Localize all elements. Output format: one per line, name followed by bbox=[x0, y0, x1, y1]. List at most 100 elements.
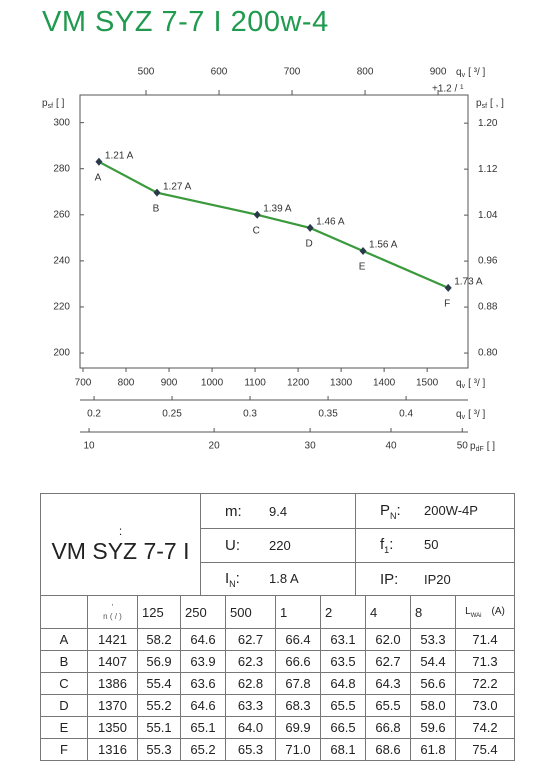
speed-header: ' n ( / ) bbox=[87, 595, 138, 629]
x-tick-label: 1400 bbox=[373, 378, 396, 389]
extra-tick-label: 0.35 bbox=[318, 409, 338, 420]
label-sub: v bbox=[462, 383, 466, 390]
extra-tick-label: 0.25 bbox=[162, 409, 182, 420]
y-tick-label: 240 bbox=[53, 256, 70, 267]
data-cell: C bbox=[40, 672, 88, 695]
data-cell: 65.3 bbox=[225, 738, 276, 761]
spec-cell: IP: IP20 bbox=[355, 562, 515, 596]
data-cell: B bbox=[40, 650, 88, 673]
curve bbox=[98, 160, 449, 289]
speed-note: ' bbox=[111, 603, 114, 612]
y-tick-label: 300 bbox=[53, 117, 70, 128]
y2-tick-label: 0.96 bbox=[478, 256, 498, 267]
data-cell: 66.6 bbox=[275, 650, 321, 673]
y2-tick-label: 0.88 bbox=[478, 302, 498, 313]
corner-cell bbox=[40, 595, 88, 629]
y-tick-label: 220 bbox=[53, 302, 70, 313]
spec-label-text: I bbox=[225, 569, 230, 587]
band-header: 250 bbox=[180, 595, 226, 629]
spec-value: 200W-4P bbox=[424, 502, 478, 518]
data-cell: 74.2 bbox=[455, 716, 515, 739]
data-cell: 71.4 bbox=[455, 628, 515, 651]
label-unit: [ ³/ ] bbox=[468, 378, 485, 389]
current-label: 1.73 A bbox=[454, 276, 483, 287]
spec-row: IN: 1.8 A IP: IP20 bbox=[41, 562, 515, 596]
data-cell: 1407 bbox=[87, 650, 138, 673]
top-tick-label: 700 bbox=[284, 67, 301, 78]
label-sub: dF bbox=[476, 446, 484, 453]
data-cell: 1370 bbox=[87, 694, 138, 717]
data-cell: 71.3 bbox=[455, 650, 515, 673]
extra-tick-label: 20 bbox=[209, 441, 221, 452]
axis-label: psf[ , ] bbox=[476, 98, 504, 111]
spec-label-text: m: bbox=[225, 502, 242, 520]
spec-label-suffix: : bbox=[235, 569, 240, 587]
data-cell: A bbox=[40, 628, 88, 651]
point bbox=[95, 157, 103, 166]
data-cell: E bbox=[40, 716, 88, 739]
extra-tick-label: 30 bbox=[305, 441, 317, 452]
point-label: A bbox=[95, 172, 102, 183]
data-cell: 64.8 bbox=[320, 672, 366, 695]
current-label: 1.21 A bbox=[105, 150, 134, 161]
label-base: p bbox=[476, 98, 482, 109]
top-tick-label: 800 bbox=[357, 67, 374, 78]
data-cell: 1350 bbox=[87, 716, 138, 739]
data-cell: 72.2 bbox=[455, 672, 515, 695]
point bbox=[253, 210, 261, 219]
data-cell: 63.9 bbox=[180, 650, 226, 673]
model-cell: : VM SYZ 7-7 I bbox=[40, 493, 201, 596]
data-cell: 55.1 bbox=[137, 716, 181, 739]
speed-unit: n ( / ) bbox=[103, 612, 122, 621]
axis-label: psf[ ] bbox=[42, 98, 65, 111]
spec-value: 50 bbox=[424, 537, 439, 552]
band-header: 500 bbox=[225, 595, 276, 629]
point-label: C bbox=[253, 225, 260, 236]
data-cell: 68.3 bbox=[275, 694, 321, 717]
point-label: B bbox=[153, 203, 160, 214]
data-cell: D bbox=[40, 694, 88, 717]
label-unit: [ ] bbox=[487, 441, 496, 452]
data-cell: 67.8 bbox=[275, 672, 321, 695]
spec-cell: U: 220 bbox=[200, 528, 356, 563]
data-cell: 61.8 bbox=[410, 738, 456, 761]
spec-label-sub: N bbox=[229, 578, 236, 589]
spec-label: PN: bbox=[380, 502, 424, 521]
spec-cell: IN: 1.8 A bbox=[200, 562, 356, 596]
band-header: 4 bbox=[365, 595, 411, 629]
spec-value: 220 bbox=[269, 538, 291, 553]
y2-tick-label: 1.12 bbox=[478, 164, 498, 175]
data-cell: 68.6 bbox=[365, 738, 411, 761]
data-cell: 65.5 bbox=[320, 694, 366, 717]
label-sub: v bbox=[462, 72, 466, 79]
data-cell: 64.6 bbox=[180, 628, 226, 651]
data-cell: 69.9 bbox=[275, 716, 321, 739]
top-tick-label: 600 bbox=[211, 67, 228, 78]
data-row: F 1316 55.3 65.2 65.3 71.0 68.1 68.6 61.8 75.4 bbox=[40, 738, 515, 761]
lwa-sub: WAi bbox=[470, 612, 482, 619]
data-cell: 65.2 bbox=[180, 738, 226, 761]
lwa-label: L bbox=[465, 605, 471, 617]
x-tick-label: 1000 bbox=[201, 378, 224, 389]
data-cell: 71.0 bbox=[275, 738, 321, 761]
data-cell: 53.3 bbox=[410, 628, 456, 651]
x-tick-label: 900 bbox=[161, 378, 178, 389]
band-header: 125 bbox=[137, 595, 181, 629]
data-row: D 1370 55.2 64.6 63.3 68.3 65.5 65.5 58.0 73.0 bbox=[40, 694, 515, 717]
extra-tick-label: 0.3 bbox=[243, 409, 257, 420]
x-tick-label: 1100 bbox=[244, 378, 266, 389]
y2-tick-label: 1.04 bbox=[478, 210, 498, 221]
current-label: 1.46 A bbox=[316, 217, 345, 228]
spec-label-suffix: : bbox=[389, 536, 394, 553]
y-tick-label: 260 bbox=[53, 209, 70, 220]
spec-label: m: bbox=[225, 503, 269, 520]
spec-label: IN: bbox=[225, 570, 269, 589]
spec-value: 9.4 bbox=[269, 503, 288, 519]
extra-tick-label: 40 bbox=[385, 441, 397, 452]
band-header: 8 bbox=[410, 595, 456, 629]
spec-cell: m: 9.4 bbox=[200, 493, 356, 529]
data-cell: 64.0 bbox=[225, 716, 276, 739]
header-row: ' n ( / ) 125 250 500 1 2 4 8 LWAi (A) bbox=[40, 595, 515, 629]
